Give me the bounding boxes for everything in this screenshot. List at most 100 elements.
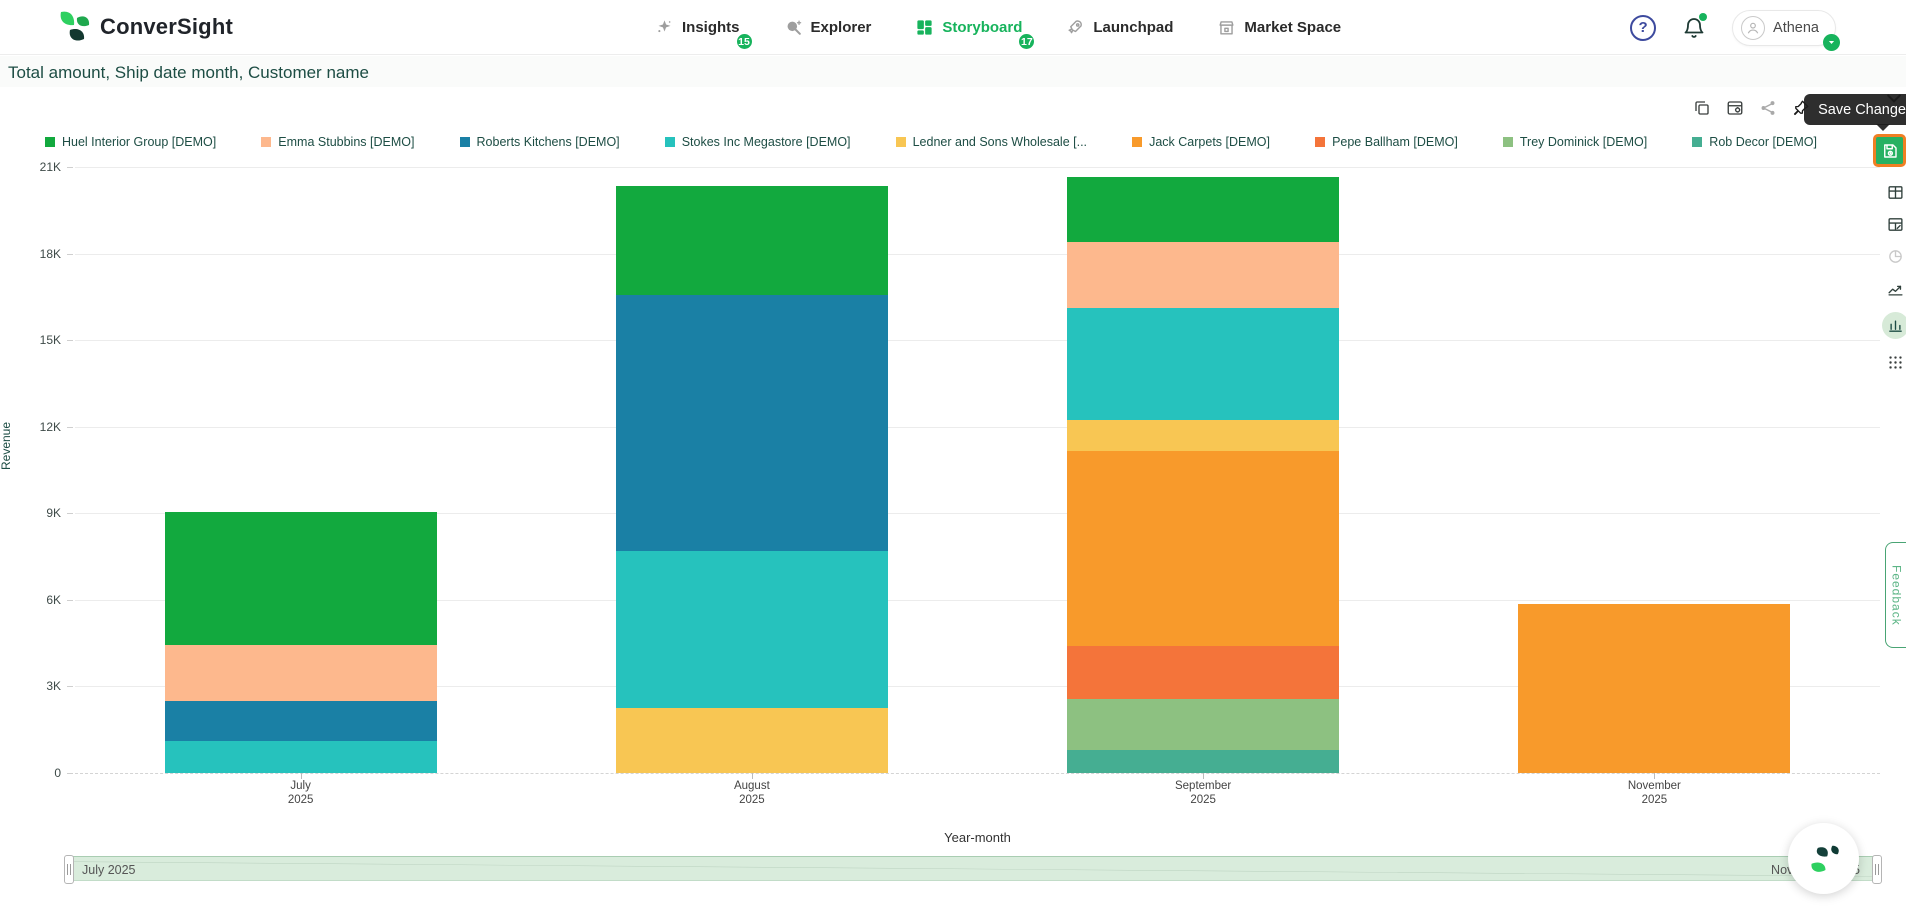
bar-segment[interactable] xyxy=(164,700,437,742)
athena-chat-button[interactable] xyxy=(1788,823,1859,894)
legend-item[interactable]: Huel Interior Group [DEMO] xyxy=(45,135,216,149)
nav-item-insights[interactable]: Insights 15 xyxy=(655,18,754,51)
apps-grid-icon[interactable] xyxy=(1887,354,1904,371)
bell-icon xyxy=(1684,17,1704,38)
bar-segment[interactable] xyxy=(1067,451,1340,647)
line-chart-icon[interactable] xyxy=(1887,280,1904,297)
user-menu[interactable]: Athena xyxy=(1732,9,1840,51)
gridline xyxy=(75,599,1880,601)
brand-name: ConverSight xyxy=(100,14,233,39)
legend-item[interactable]: Roberts Kitchens [DEMO] xyxy=(459,135,620,149)
range-end-handle[interactable] xyxy=(1872,855,1882,884)
notifications-button[interactable] xyxy=(1682,12,1708,41)
bar-segment[interactable] xyxy=(1067,646,1340,700)
feedback-label: Feedback xyxy=(1889,564,1904,626)
user-name: Athena xyxy=(1773,19,1819,36)
main-nav: Insights 15 Explorer Storyboard xyxy=(655,0,1341,55)
bar-segment[interactable] xyxy=(164,741,437,773)
bar-segment[interactable] xyxy=(1067,242,1340,309)
x-category-label: July 2025 xyxy=(287,780,314,806)
legend-item[interactable]: Stokes Inc Megastore [DEMO] xyxy=(664,135,851,149)
feedback-tab[interactable]: Feedback xyxy=(1885,542,1906,648)
legend-label: Roberts Kitchens [DEMO] xyxy=(476,135,620,149)
x-tick-mark xyxy=(300,773,302,779)
y-tick-label: 0 xyxy=(54,766,61,780)
save-button[interactable] xyxy=(1873,134,1906,167)
user-caret-button[interactable] xyxy=(1823,33,1840,51)
legend-swatch xyxy=(664,137,675,147)
legend-item[interactable]: Pepe Ballham [DEMO] xyxy=(1315,135,1458,149)
nav-label: Explorer xyxy=(810,19,872,36)
bar-chart-button[interactable] xyxy=(1881,312,1906,339)
bar-segment[interactable] xyxy=(1067,308,1340,420)
range-start-label: July 2025 xyxy=(82,862,136,877)
person-icon xyxy=(1747,22,1759,33)
conversight-chat-icon xyxy=(1810,845,1839,872)
nav-item-storyboard[interactable]: Storyboard 17 xyxy=(915,18,1037,51)
gridline xyxy=(75,513,1880,515)
stacked-bar xyxy=(615,185,888,773)
pie-chart-icon[interactable] xyxy=(1887,248,1904,265)
storyboard-badge: 17 xyxy=(1017,32,1037,51)
save-change-tooltip: Save Change xyxy=(1804,94,1906,131)
legend-label: Stokes Inc Megastore [DEMO] xyxy=(681,135,851,149)
table-view-icon[interactable] xyxy=(1887,184,1904,201)
y-tick-mark xyxy=(67,773,73,774)
bar-segment[interactable] xyxy=(1067,419,1340,452)
y-tick-mark xyxy=(67,426,73,428)
bar-slot xyxy=(75,167,526,773)
bar-segment[interactable] xyxy=(1067,749,1340,773)
legend-item[interactable]: Jack Carpets [DEMO] xyxy=(1132,135,1270,149)
legend-item[interactable]: Rob Decor [DEMO] xyxy=(1692,135,1817,149)
legend-label: Trey Dominick [DEMO] xyxy=(1519,135,1648,149)
share-icon[interactable] xyxy=(1759,99,1777,117)
nav-item-launchpad[interactable]: Launchpad xyxy=(1066,18,1173,37)
bar-segment[interactable] xyxy=(1518,604,1791,773)
x-axis-title: Year-month xyxy=(944,830,1011,845)
chart-legend: Huel Interior Group [DEMO] Emma Stubbins … xyxy=(45,135,1817,149)
bar-segment[interactable] xyxy=(615,295,888,551)
bar-segment[interactable] xyxy=(615,185,888,296)
y-tick-mark xyxy=(67,513,73,515)
legend-label: Jack Carpets [DEMO] xyxy=(1149,135,1270,149)
gridline xyxy=(75,426,1880,428)
gridline xyxy=(75,253,1880,255)
legend-label: Rob Decor [DEMO] xyxy=(1709,135,1817,149)
legend-swatch xyxy=(895,137,906,147)
legend-item[interactable]: Ledner and Sons Wholesale [... xyxy=(895,135,1087,149)
bar-segment[interactable] xyxy=(615,550,888,709)
top-navbar: ConverSight Insights 15 Explorer xyxy=(0,0,1906,55)
bar-segment[interactable] xyxy=(164,511,437,645)
x-category-label: November 2025 xyxy=(1627,780,1681,806)
y-tick-mark xyxy=(67,253,73,255)
bar-segment[interactable] xyxy=(164,644,437,701)
conversight-logo-icon xyxy=(58,9,92,45)
nav-item-explorer[interactable]: Explorer xyxy=(784,18,872,37)
slider-trend-line xyxy=(68,861,1876,877)
nav-item-market-space[interactable]: Market Space xyxy=(1217,18,1341,37)
page-title: Total amount, Ship date month, Customer … xyxy=(8,63,369,82)
report-settings-icon[interactable] xyxy=(1726,99,1744,117)
bar-slot xyxy=(978,167,1429,773)
brand[interactable]: ConverSight xyxy=(58,9,233,45)
stacked-bar xyxy=(1518,604,1791,773)
bar-segment[interactable] xyxy=(1067,177,1340,243)
stacked-bar xyxy=(164,511,437,773)
range-start-handle[interactable] xyxy=(64,855,74,884)
copy-icon[interactable] xyxy=(1693,99,1711,117)
y-tick-label: 3K xyxy=(46,679,61,694)
launchpad-icon xyxy=(1068,20,1083,34)
chart-type-rail xyxy=(1881,184,1906,371)
bar-segment[interactable] xyxy=(615,708,888,773)
collapse-chevron-icon[interactable] xyxy=(1884,88,1904,108)
legend-swatch xyxy=(1132,137,1143,147)
help-icon[interactable]: ? xyxy=(1630,14,1657,41)
save-icon xyxy=(1883,143,1897,158)
legend-swatch xyxy=(1692,137,1703,147)
pivot-table-icon[interactable] xyxy=(1887,216,1904,233)
nav-label: Storyboard xyxy=(942,19,1023,36)
bar-segment[interactable] xyxy=(1067,699,1340,750)
legend-item[interactable]: Trey Dominick [DEMO] xyxy=(1502,135,1648,149)
legend-item[interactable]: Emma Stubbins [DEMO] xyxy=(261,135,414,149)
date-range-slider[interactable]: July 2025 November 2025 xyxy=(64,855,1882,884)
